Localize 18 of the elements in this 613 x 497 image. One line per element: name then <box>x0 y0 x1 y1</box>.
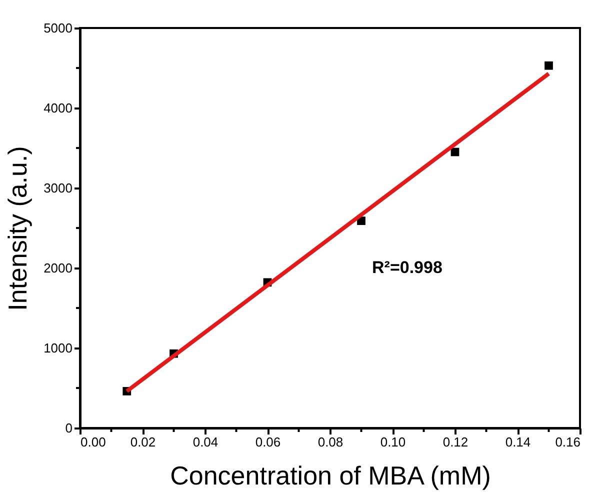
x-tick-label: 0.00 <box>80 434 106 450</box>
annotation: R²=0.998 <box>372 258 442 277</box>
x-tick-label: 0.06 <box>255 434 281 450</box>
y-tick-label: 2000 <box>44 260 72 276</box>
x-tick-label: 0.08 <box>318 434 344 450</box>
x-tick-label: 0.04 <box>192 434 218 450</box>
y-tick-label: 0 <box>65 420 72 436</box>
x-tick-label: 0.10 <box>380 434 406 450</box>
y-tick-label: 4000 <box>44 100 72 116</box>
y-axis-title: Intensity (a.u.) <box>2 146 33 311</box>
y-tick-label: 1000 <box>44 340 72 356</box>
x-tick-label: 0.14 <box>505 434 531 450</box>
x-axis-title: Concentration of MBA (mM) <box>170 460 491 490</box>
y-tick-label: 3000 <box>44 180 72 196</box>
x-tick-label: 0.12 <box>442 434 468 450</box>
y-tick-label: 5000 <box>44 20 72 36</box>
x-tick-label: 0.16 <box>555 434 580 450</box>
x-tick-label: 0.02 <box>130 434 156 450</box>
